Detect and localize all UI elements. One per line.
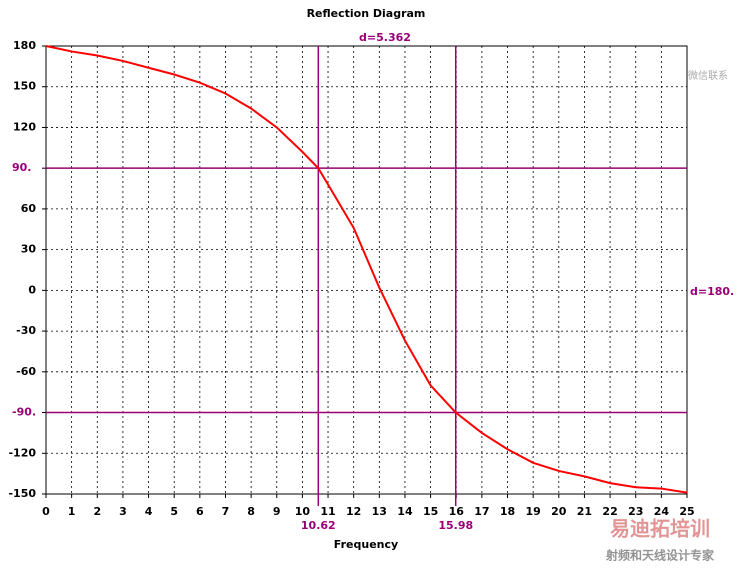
x-tick-label: 11	[320, 505, 335, 518]
x-tick-label: 4	[145, 505, 153, 518]
x-tick-label: 1	[68, 505, 76, 518]
x-tick-label: 2	[93, 505, 101, 518]
x-axis-label: Frequency	[334, 538, 398, 551]
x-tick-label: 7	[222, 505, 230, 518]
x-tick-label: 20	[551, 505, 567, 518]
x-tick-label: 17	[474, 505, 489, 518]
x-tick-label: 8	[247, 505, 255, 518]
y-tick-label: -60	[16, 365, 36, 378]
x-tick-label: 6	[196, 505, 204, 518]
x-tick-label: 21	[577, 505, 592, 518]
x-tick-label: 9	[273, 505, 281, 518]
x-tick-label: 16	[449, 505, 465, 518]
data-line	[45, 45, 688, 494]
y-tick-label: -30	[16, 324, 36, 337]
chart-title: Reflection Diagram	[307, 7, 426, 20]
x-tick-label: 22	[602, 505, 617, 518]
x-tick-label: 23	[628, 505, 643, 518]
annotation: d=180.	[690, 285, 734, 298]
watermark: 微信联系	[688, 69, 728, 82]
watermark: 易迪拓培训	[610, 517, 710, 541]
x-tick-label: 13	[372, 505, 387, 518]
y-tick-label: 0	[28, 283, 36, 296]
y-tick-label: -120	[8, 446, 36, 459]
x-tick-label: 0	[42, 505, 50, 518]
y-tick-label: 180	[13, 39, 36, 52]
marker-label: 15.98	[438, 519, 473, 532]
x-tick-label: 15	[423, 505, 438, 518]
y-tick-label: -150	[8, 487, 36, 500]
x-tick-label: 5	[170, 505, 178, 518]
x-tick-label: 18	[500, 505, 515, 518]
y-tick-label: 60	[21, 202, 37, 215]
y-tick-label: -90.	[12, 406, 36, 419]
x-tick-label: 14	[397, 505, 413, 518]
x-tick-label: 19	[526, 505, 541, 518]
y-tick-label: 120	[13, 120, 36, 133]
marker-label: 10.62	[301, 519, 336, 532]
y-tick-label: 90.	[12, 161, 32, 174]
x-tick-label: 3	[119, 505, 127, 518]
watermark: 射频和天线设计专家	[605, 548, 715, 563]
x-tick-label: 25	[679, 505, 694, 518]
annotation: d=5.362	[359, 31, 411, 44]
plot-frame	[45, 45, 688, 495]
y-tick-label: 30	[21, 243, 37, 256]
x-tick-label: 10	[295, 505, 311, 518]
y-tick-label: 150	[13, 80, 36, 93]
x-tick-label: 12	[346, 505, 361, 518]
x-tick-label: 24	[654, 505, 670, 518]
